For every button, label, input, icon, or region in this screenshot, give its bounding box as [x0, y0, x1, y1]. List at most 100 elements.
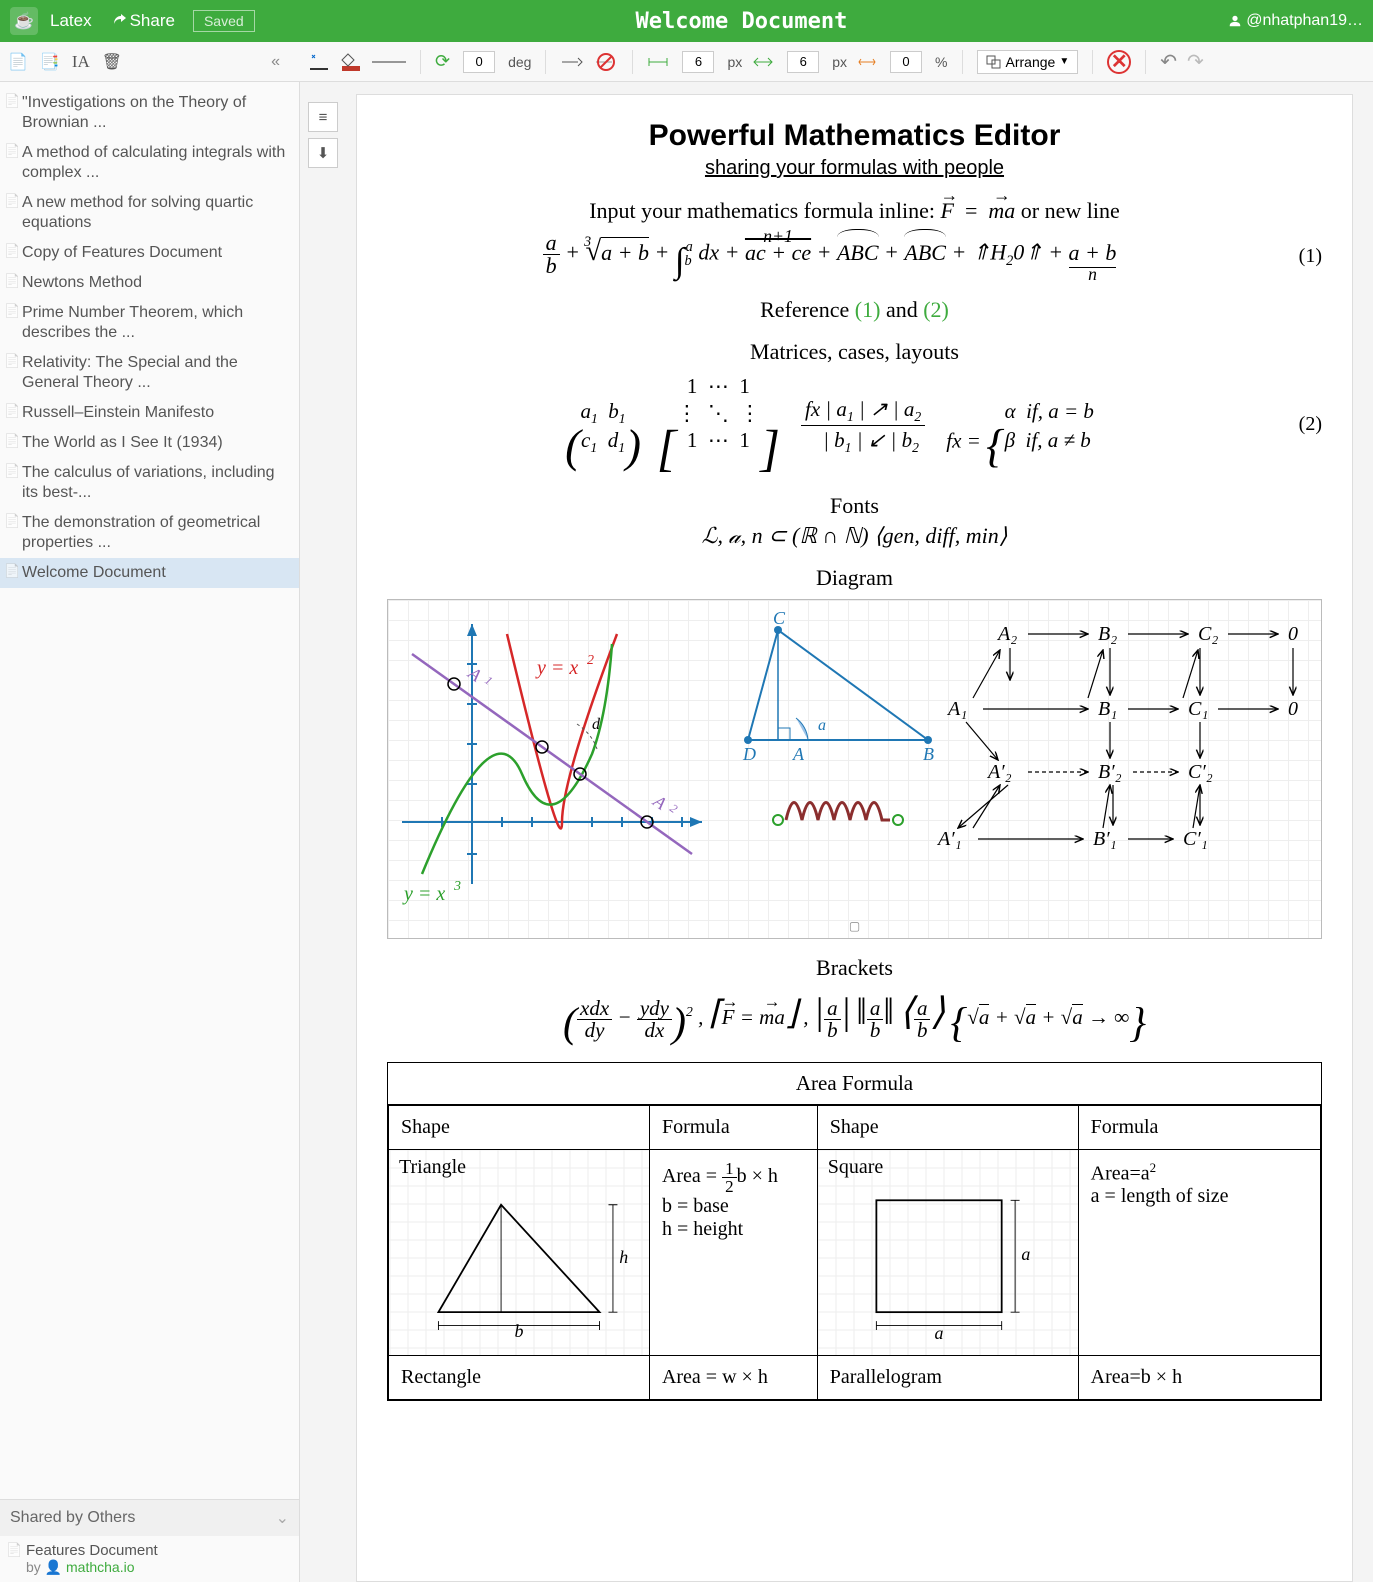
latex-button[interactable]: Latex — [50, 11, 92, 31]
insert-button[interactable]: ⬇ — [308, 138, 338, 168]
svg-text:y = x: y = x — [535, 657, 578, 679]
page-title: Powerful Mathematics Editor — [387, 119, 1322, 153]
svg-text:B₁: B₁ — [1098, 698, 1117, 720]
undo-button[interactable]: ↶ — [1160, 49, 1177, 74]
width-icon — [647, 56, 669, 68]
parallelogram-formula: Area=b × h — [1078, 1355, 1320, 1399]
redo-button[interactable]: ↷ — [1187, 49, 1204, 74]
area-formula-table: Area Formula Shape Formula Shape Formula… — [387, 1062, 1322, 1401]
triangle-cell: Triangle bh — [389, 1149, 650, 1355]
matrices-label: Matrices, cases, layouts — [387, 339, 1322, 365]
svg-text:B₂: B₂ — [1098, 623, 1117, 645]
collapse-sidebar-icon[interactable]: « — [271, 53, 280, 71]
col-formula-2: Formula — [1078, 1105, 1320, 1149]
shared-doc-item[interactable]: Features Document by 👤 mathcha.io — [0, 1536, 299, 1582]
svg-text:d: d — [592, 716, 601, 733]
square-formula: Area=a2 a = length of size — [1078, 1149, 1320, 1355]
doc-list-item[interactable]: Relativity: The Special and the General … — [0, 348, 299, 398]
rotate-tool[interactable]: ⟳ — [435, 51, 450, 72]
doc-list-item[interactable]: Welcome Document — [0, 558, 299, 588]
ia-icon[interactable]: IA — [72, 52, 90, 72]
fonts-line: ℒ, 𝒶, n ⊂ (ℝ ∩ ℕ) ⟨gen, diff, min⟩ — [387, 523, 1322, 549]
brackets-label: Brackets — [387, 955, 1322, 981]
user-icon — [1228, 14, 1242, 28]
editor-canvas: ≡ ⬇ Powerful Mathematics Editor sharing … — [300, 82, 1373, 1582]
svg-text:A′₂: A′₂ — [986, 761, 1012, 783]
svg-text:a: a — [818, 717, 826, 734]
svg-text:C: C — [773, 610, 786, 628]
col-shape-1: Shape — [389, 1105, 650, 1149]
svg-text:a: a — [1021, 1244, 1030, 1264]
function-graph: d y = x2 y = x3 A1 A2 — [392, 604, 712, 914]
svg-text:B′₂: B′₂ — [1098, 761, 1122, 783]
svg-text:D: D — [742, 744, 756, 764]
resize-handle[interactable]: ▢ — [849, 919, 860, 934]
pct-input[interactable] — [890, 51, 922, 73]
height-input[interactable] — [787, 51, 819, 73]
rotate-input[interactable] — [463, 51, 495, 73]
doc-list-item[interactable]: The World as I See It (1934) — [0, 428, 299, 458]
height-unit: px — [832, 54, 847, 70]
width-unit: px — [727, 54, 742, 70]
svg-text:3: 3 — [453, 879, 461, 894]
app-logo[interactable]: ☕ — [10, 7, 38, 35]
shared-by-link[interactable]: mathcha.io — [66, 1559, 134, 1575]
doc-list-item[interactable]: "Investigations on the Theory of Brownia… — [0, 88, 299, 138]
equation-1: ab + 3√a + b + ∫ba dx + n+1ac + ce + ABC… — [387, 232, 1322, 281]
svg-text:0: 0 — [1288, 623, 1298, 645]
shared-header[interactable]: Shared by Others⌄ — [0, 1499, 299, 1536]
delete-button[interactable]: ✕ — [1107, 50, 1131, 74]
svg-text:2: 2 — [667, 801, 680, 816]
svg-text:0: 0 — [1288, 698, 1298, 720]
arrange-dropdown[interactable]: Arrange ▼ — [977, 50, 1079, 74]
app-header: ☕ Latex Share Saved Welcome Document @nh… — [0, 0, 1373, 42]
rotate-unit: deg — [508, 54, 531, 70]
canvas-side-tools: ≡ ⬇ — [308, 102, 338, 168]
new-doc-icon[interactable]: 📄 — [8, 52, 28, 72]
svg-text:A₂: A₂ — [996, 623, 1017, 645]
svg-text:1: 1 — [482, 673, 495, 688]
doc-list-item[interactable]: Russell–Einstein Manifesto — [0, 398, 299, 428]
share-icon — [110, 13, 126, 29]
both-icon — [857, 56, 877, 68]
outline-button[interactable]: ≡ — [308, 102, 338, 132]
brackets-equation: (xdxdy − ydydx)2 , ⌈F = ma⌋ , |ab| ‖ab‖ … — [387, 989, 1322, 1048]
arrow-tool[interactable] — [560, 55, 584, 69]
width-input[interactable] — [682, 51, 714, 73]
no-arrow-tool[interactable] — [594, 52, 618, 72]
line-style-tool[interactable] — [372, 56, 406, 68]
svg-text:y = x: y = x — [402, 883, 445, 905]
svg-text:2: 2 — [587, 653, 594, 668]
diagram-area[interactable]: d y = x2 y = x3 A1 A2 C D A B — [387, 599, 1322, 939]
doc-list-item[interactable]: Copy of Features Document — [0, 238, 299, 268]
diagram-label: Diagram — [387, 565, 1322, 591]
triangle-formula: Area = 12b × h b = base h = height — [649, 1149, 817, 1355]
svg-text:C′₁: C′₁ — [1183, 828, 1208, 850]
toolbar: 📄 📑 IA 🗑 « ⟳ deg px px % Arrange ▼ ✕ — [0, 42, 1373, 82]
commutative-diagram: A₂B₂C₂0 A₁B₁C₁0 A′₂B′₂C′₂ A′₁B′₁C′₁ — [928, 610, 1322, 870]
fill-tool[interactable] — [340, 51, 362, 73]
user-menu[interactable]: @nhatphan19… — [1228, 12, 1363, 30]
doc-list-item[interactable]: Prime Number Theorem, which describes th… — [0, 298, 299, 348]
doc-list-item[interactable]: Newtons Method — [0, 268, 299, 298]
fonts-label: Fonts — [387, 493, 1322, 519]
doc-list-item[interactable]: A new method for solving quartic equatio… — [0, 188, 299, 238]
share-button[interactable]: Share — [110, 11, 175, 31]
document-page[interactable]: Powerful Mathematics Editor sharing your… — [356, 94, 1353, 1582]
trash-icon[interactable]: 🗑 — [102, 52, 122, 72]
doc-list-item[interactable]: The calculus of variations, including it… — [0, 458, 299, 508]
rectangle-formula: Area = w × h — [649, 1355, 817, 1399]
document-list: "Investigations on the Theory of Brownia… — [0, 82, 299, 1499]
copy-doc-icon[interactable]: 📑 — [40, 52, 60, 72]
svg-text:h: h — [619, 1247, 628, 1267]
doc-list-item[interactable]: The demonstration of geometrical propert… — [0, 508, 299, 558]
parallelogram-cell: Parallelogram — [817, 1355, 1078, 1399]
svg-text:a: a — [934, 1323, 943, 1339]
sidebar: "Investigations on the Theory of Brownia… — [0, 82, 300, 1582]
svg-text:C′₂: C′₂ — [1188, 761, 1213, 783]
spring-diagram — [768, 780, 908, 840]
doc-list-item[interactable]: A method of calculating integrals with c… — [0, 138, 299, 188]
stroke-tool[interactable] — [308, 51, 330, 73]
svg-text:A₁: A₁ — [946, 698, 967, 720]
svg-text:B′₁: B′₁ — [1093, 828, 1117, 850]
